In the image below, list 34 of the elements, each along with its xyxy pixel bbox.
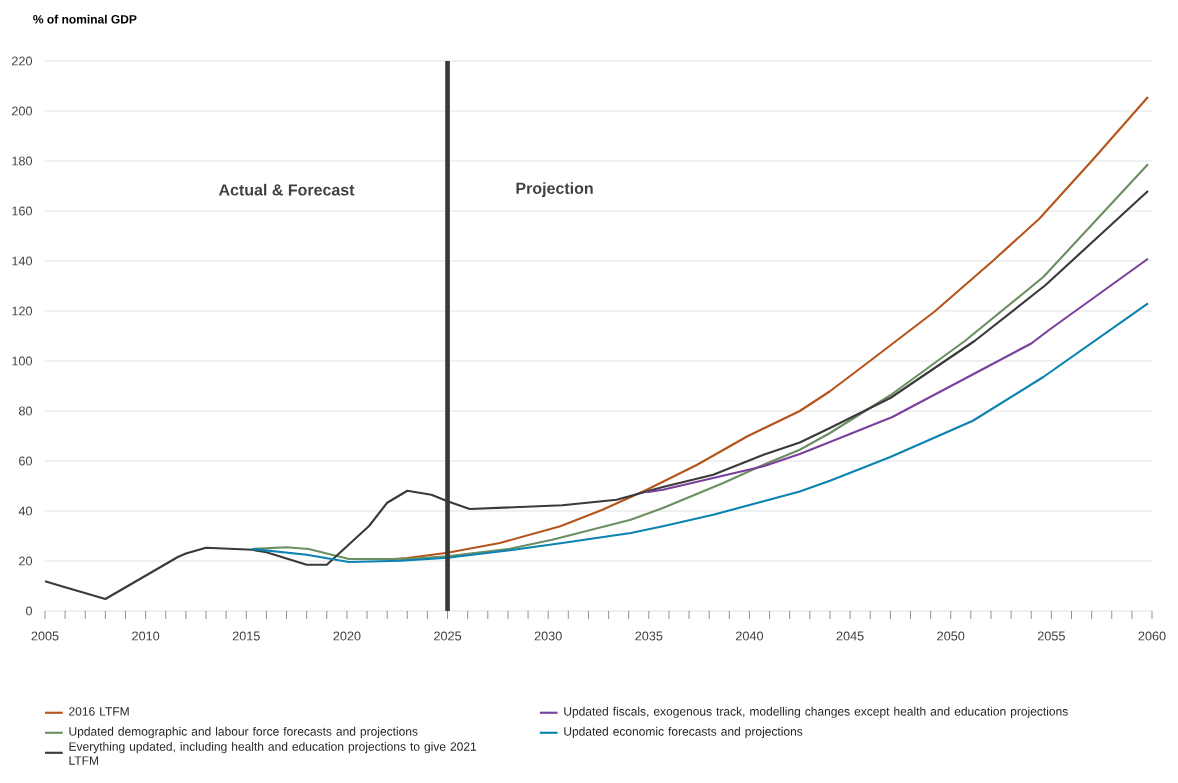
y-tick-label: 180 (12, 156, 33, 166)
x-tick-label: 2045 (836, 631, 864, 641)
x-tick-label: 2020 (333, 631, 361, 641)
line-series (251, 302, 1150, 564)
annotation: Actual & Forecast (218, 183, 355, 196)
y-tick-label: 140 (12, 256, 33, 266)
line-series (645, 257, 1150, 494)
x-tick-label: 2005 (31, 631, 59, 641)
legend-label: Updated fiscals, exogenous track, modelling changes except health and education projections (564, 706, 1068, 719)
y-tick-label: 0 (25, 606, 33, 616)
legend-label: Updated economic forecasts and projections (564, 726, 803, 739)
x-tick-label: 2010 (132, 631, 160, 641)
x-tick-label: 2025 (434, 631, 462, 641)
legend-label: 2016 LTFM (69, 707, 129, 716)
y-axis-title: % of nominal GDP (33, 14, 137, 24)
annotation: Projection (516, 182, 593, 198)
x-tick-label: 2050 (937, 631, 965, 641)
y-tick-label: 100 (12, 356, 33, 366)
y-tick-label: 60 (19, 456, 33, 466)
y-tick-label: 40 (18, 506, 33, 516)
x-tick-label: 2060 (1138, 631, 1166, 641)
x-tick-label: 2015 (232, 631, 260, 641)
y-tick-label: 20 (19, 556, 33, 566)
x-tick-label: 2035 (635, 631, 663, 641)
y-tick-label: 120 (12, 306, 33, 316)
y-tick-label: 200 (12, 106, 33, 116)
legend-label: Updated demographic and labour force forecasts and projections (69, 726, 418, 739)
x-tick-label: 2040 (736, 631, 764, 641)
x-tick-label: 2055 (1037, 631, 1065, 641)
x-tick-label: 2030 (534, 631, 562, 641)
y-tick-label: 160 (12, 206, 33, 216)
y-tick-label: 220 (12, 56, 33, 66)
legend-label: Everything updated, including health and education projections to give 2021 LTFM (69, 741, 477, 765)
y-tick-label: 80 (18, 406, 33, 416)
